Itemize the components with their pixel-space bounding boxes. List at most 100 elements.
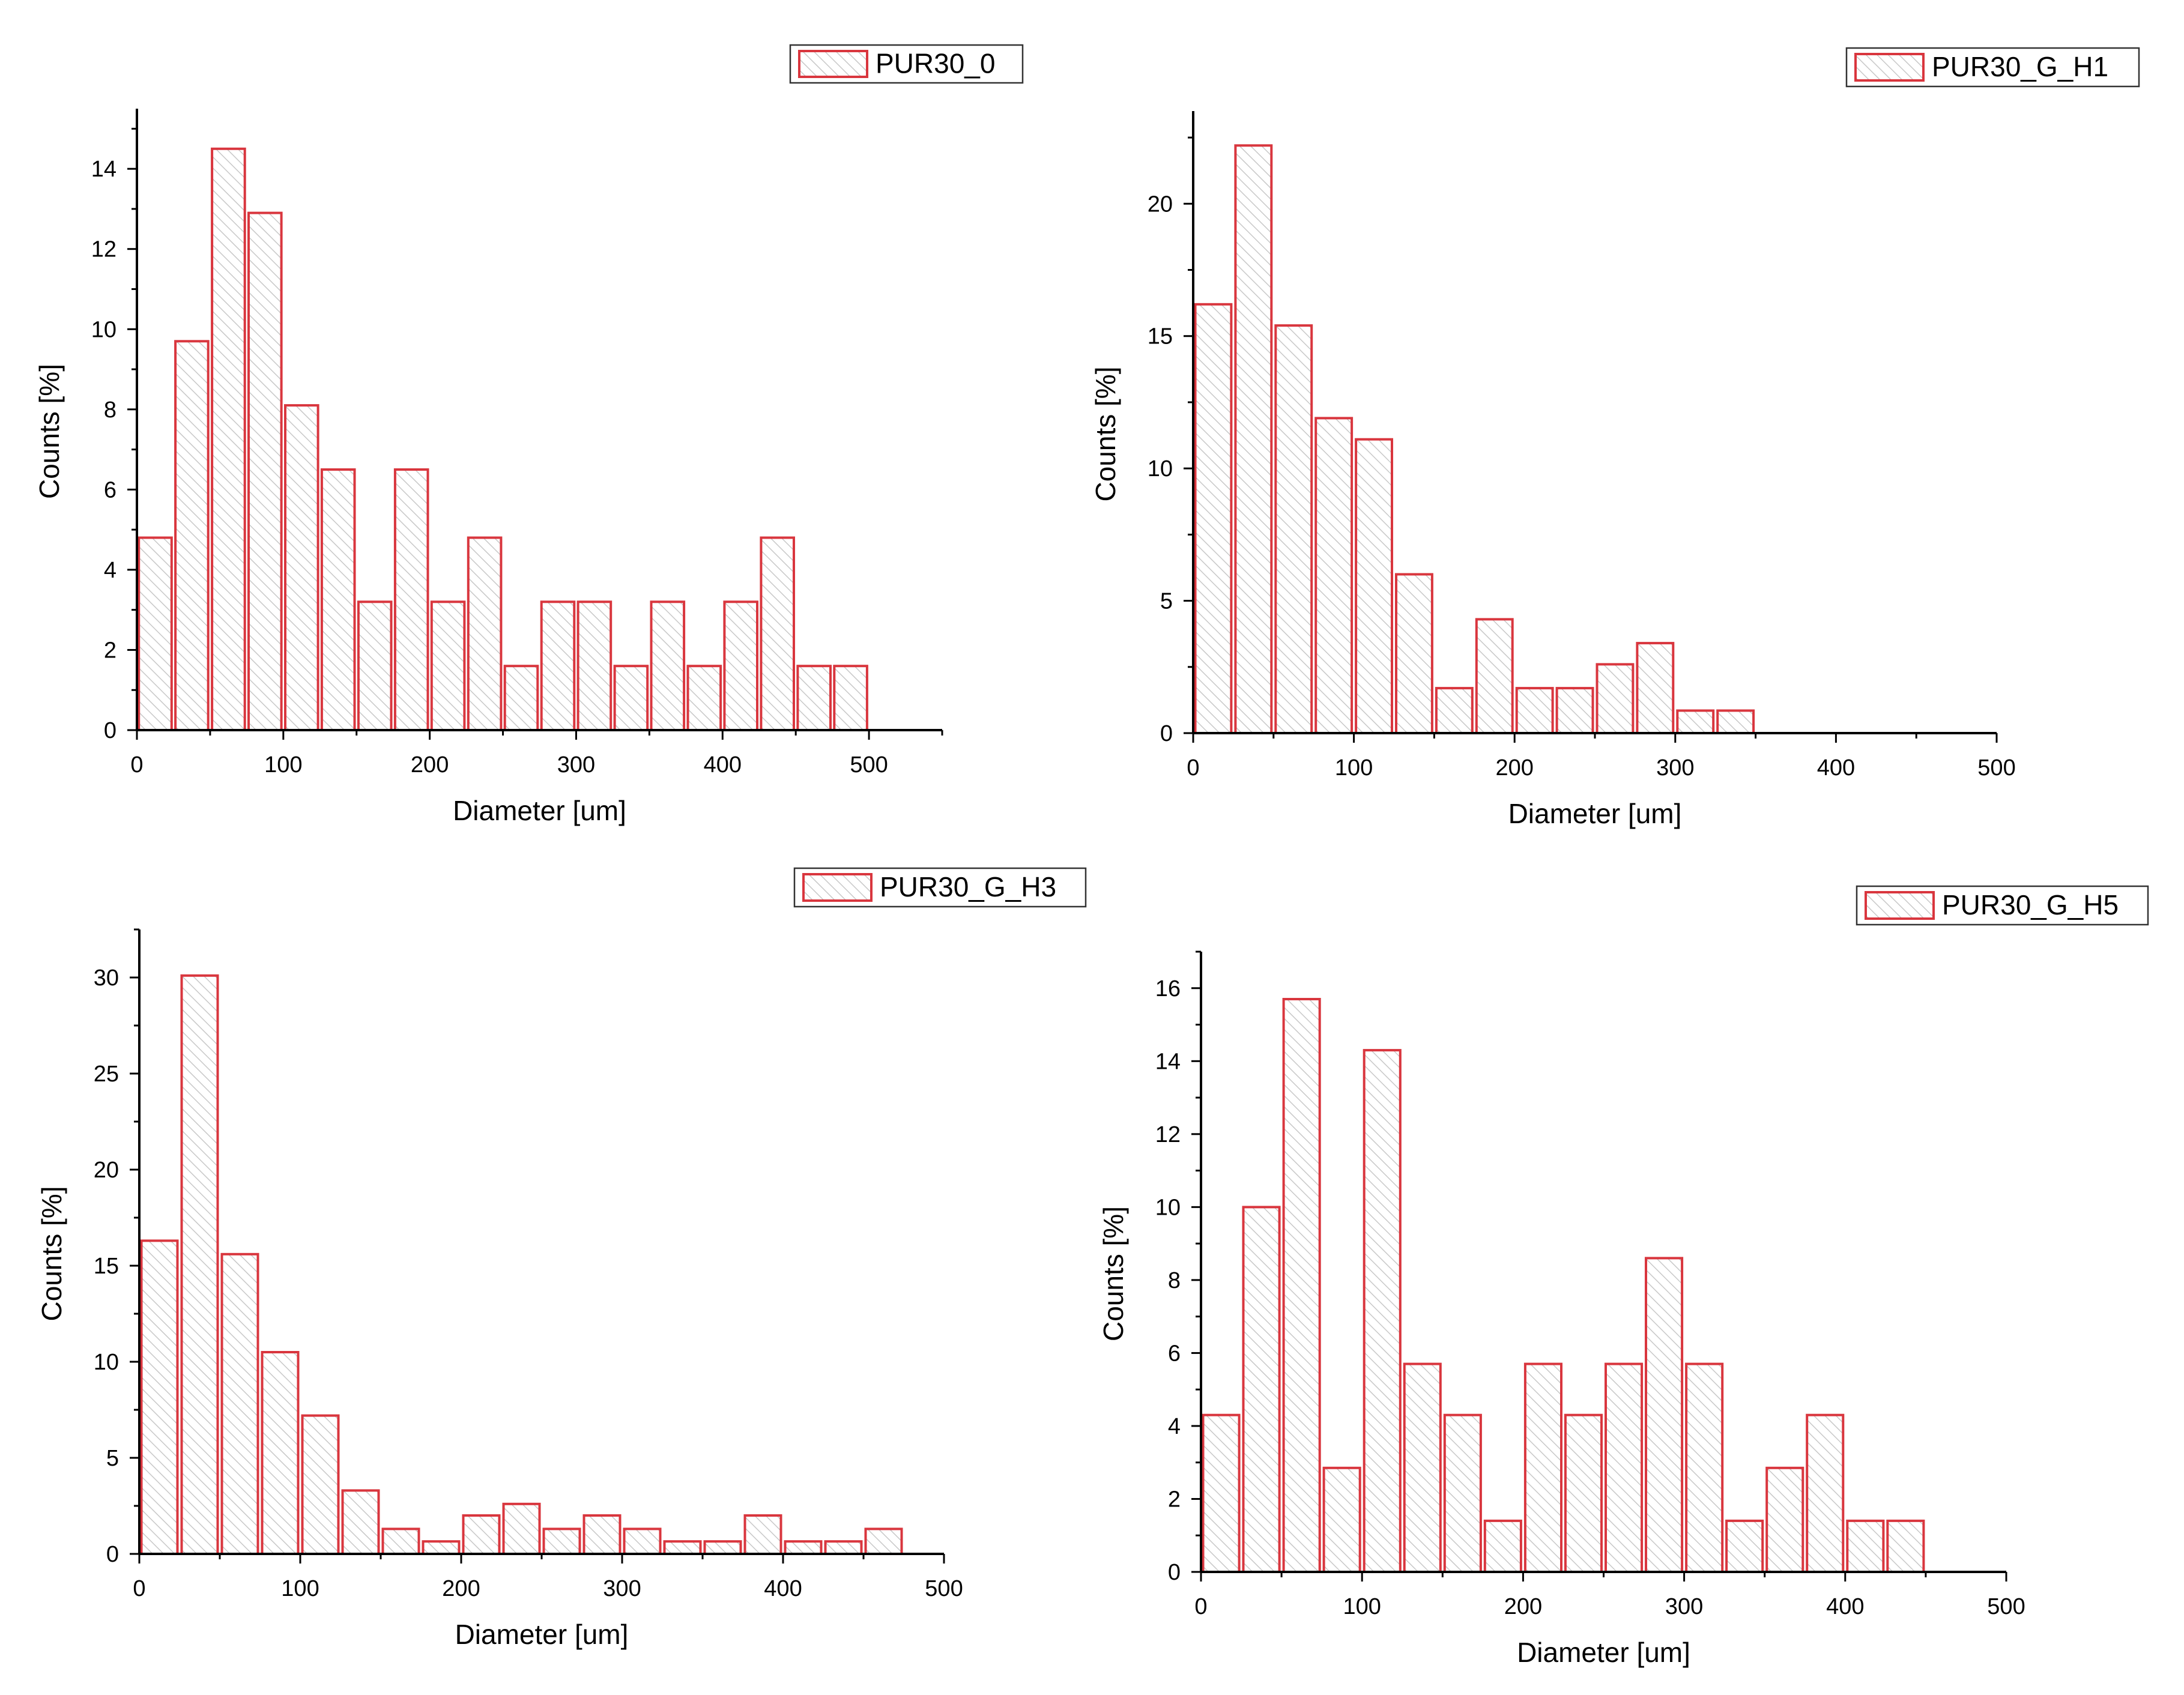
bar-15 (1765, 1466, 1804, 1574)
bar-15 (650, 600, 686, 731)
bar-16 (1806, 1413, 1845, 1573)
legend: PUR30_G_H5 (1856, 885, 2149, 926)
bar-12 (582, 1514, 622, 1555)
bar-2 (180, 974, 219, 1556)
x-tick-label: 300 (557, 752, 595, 778)
y-tick-label: 25 (94, 1062, 119, 1087)
bar-17 (784, 1540, 823, 1555)
bar-5 (301, 1414, 340, 1556)
bar-3 (211, 147, 246, 732)
bar-1 (138, 536, 173, 731)
bar-11 (1605, 1362, 1644, 1574)
bar-11 (1596, 663, 1635, 735)
bar-6 (1403, 1362, 1442, 1574)
y-axis-title: Counts [%] (1098, 1206, 1129, 1341)
x-tick-label: 500 (925, 1576, 963, 1601)
x-tick-label: 200 (442, 1576, 480, 1601)
bar-12 (1645, 1257, 1684, 1573)
y-tick-label: 8 (1168, 1268, 1181, 1293)
bar-5 (1355, 438, 1394, 734)
y-tick-label: 0 (1160, 721, 1173, 746)
y-tick-label: 4 (1168, 1414, 1181, 1439)
y-tick-label: 20 (1148, 192, 1173, 217)
bar-2 (1234, 144, 1273, 735)
bar-14 (613, 665, 649, 731)
x-tick-label: 400 (1817, 755, 1855, 781)
bar-7 (357, 600, 393, 731)
x-tick-label: 300 (1665, 1594, 1703, 1619)
x-tick-label: 400 (704, 752, 742, 778)
legend: PUR30_G_H3 (793, 867, 1087, 908)
x-tick-label: 200 (1504, 1594, 1542, 1619)
legend-swatch (798, 50, 868, 78)
chart-panel-4: 0 100 200 300 400 500 0 2 4 6 8 10 12 14 16 Diameter [u… (1098, 885, 2149, 1668)
legend-label: PUR30_0 (876, 48, 995, 79)
bar-8 (393, 468, 429, 731)
bar-5 (284, 404, 319, 731)
y-tick-label: 10 (91, 317, 116, 342)
bar-13 (576, 600, 613, 731)
bar-13 (1676, 709, 1715, 734)
x-tick-label: 100 (281, 1576, 319, 1601)
x-axis-title: Diameter [um] (1508, 798, 1682, 829)
x-tick-label: 100 (1343, 1594, 1381, 1619)
x-tick-label: 100 (264, 752, 302, 778)
x-tick-label: 0 (1187, 755, 1199, 781)
x-tick-label: 300 (1656, 755, 1694, 781)
y-tick-label: 10 (1155, 1195, 1181, 1220)
bar-12 (540, 600, 576, 731)
y-tick-label: 0 (104, 718, 116, 743)
x-axis-title: Diameter [um] (455, 1619, 629, 1650)
bar-5 (1363, 1049, 1402, 1573)
y-tick-label: 5 (1160, 589, 1173, 614)
bar-19 (864, 1527, 903, 1555)
y-tick-label: 15 (1148, 324, 1173, 349)
bar-18 (760, 536, 796, 731)
chart-panel-1: 0 100 200 300 400 500 0 2 4 6 8 10 12 14 Diameter [um]… (34, 44, 1024, 826)
bar-14 (663, 1540, 702, 1555)
x-axis-title: Diameter [um] (453, 795, 626, 826)
bar-20 (833, 665, 868, 731)
bar-6 (341, 1489, 380, 1555)
y-tick-label: 10 (1148, 456, 1173, 482)
bar-13 (1685, 1362, 1724, 1574)
x-tick-label: 0 (1194, 1594, 1207, 1619)
bar-8 (422, 1540, 461, 1555)
y-tick-label: 20 (94, 1158, 119, 1183)
bar-4 (1314, 417, 1354, 734)
chart-panel-2: 0 100 200 300 400 500 0 5 10 15 20 Diameter [um] Cou… (1090, 47, 2140, 829)
bar-13 (623, 1527, 662, 1555)
legend-swatch (802, 873, 873, 902)
y-tick-label: 14 (1155, 1049, 1181, 1074)
bar-11 (542, 1527, 581, 1555)
bar-3 (1274, 324, 1313, 734)
bar-11 (503, 665, 539, 731)
y-tick-label: 8 (104, 397, 116, 423)
bar-17 (1846, 1519, 1885, 1573)
bar-4 (1322, 1466, 1361, 1574)
y-tick-label: 12 (91, 237, 116, 262)
x-tick-label: 500 (1987, 1594, 2025, 1619)
y-tick-label: 0 (1168, 1560, 1181, 1585)
x-tick-label: 400 (764, 1576, 802, 1601)
bar-7 (1443, 1413, 1482, 1573)
bar-6 (320, 468, 356, 731)
y-axis-title: Counts [%] (1090, 367, 1121, 502)
chart-panel-3: 0 100 200 300 400 500 0 5 10 15 20 25 30 Diameter [um… (36, 867, 1087, 1650)
legend-label: PUR30_G_H3 (880, 871, 1056, 902)
bar-3 (1282, 998, 1321, 1573)
bars-series (140, 974, 903, 1556)
x-axis-title: Diameter [um] (1517, 1637, 1690, 1668)
bar-17 (723, 600, 759, 731)
bar-3 (220, 1252, 259, 1556)
bar-10 (502, 1502, 541, 1556)
bar-9 (462, 1514, 501, 1555)
bar-19 (796, 665, 832, 731)
x-tick-label: 500 (1977, 755, 2015, 781)
x-tick-label: 200 (1495, 755, 1533, 781)
bar-10 (1564, 1413, 1603, 1573)
y-tick-label: 2 (1168, 1487, 1181, 1512)
bar-8 (1475, 618, 1514, 735)
x-tick-label: 500 (850, 752, 888, 778)
